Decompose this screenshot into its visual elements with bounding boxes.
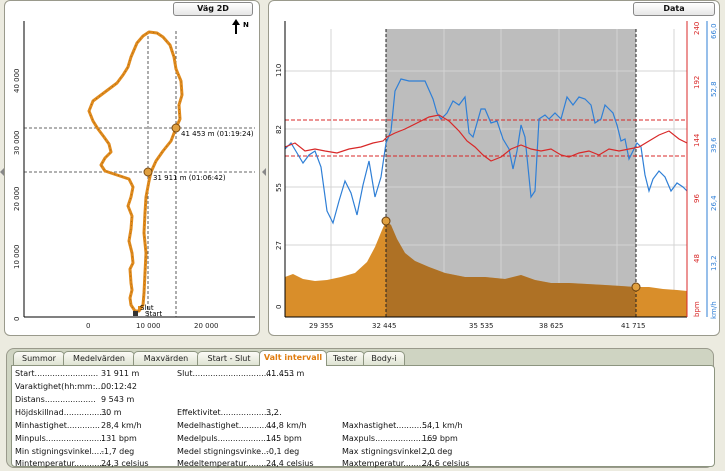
speed-tick: 52,8 [710, 81, 718, 97]
data-chart-panel: Data [268, 0, 720, 336]
distance-tick: 29 355 [309, 322, 334, 330]
heart-rate-series [284, 114, 688, 162]
slut-label: Slut [140, 304, 154, 312]
distance-tick: 41 715 [621, 322, 646, 330]
stat-mintemperatur: Mintemperatur.............. 24,3 celsius [15, 459, 149, 468]
elevation-tick: 55 [275, 183, 283, 192]
route-marker-start[interactable] [143, 167, 153, 177]
map-y-tick: 40 000 [13, 69, 21, 94]
speed-tick: 13,2 [710, 255, 718, 271]
stat-hojdskillnad: Höjdskillnad.................. 30 m [15, 408, 122, 417]
bpm-tick: 192 [693, 76, 701, 89]
map-x-tick: 0 [86, 322, 90, 330]
map-y-tick: 10 000 [13, 245, 21, 270]
bpm-tick: 48 [693, 254, 701, 263]
elevation-tick: 82 [275, 125, 283, 134]
data-panel-title: Data [633, 2, 715, 16]
speed-tick: 26,4 [710, 195, 718, 211]
stat-maxhastighet: Maxhastighet.............. 54,1 km/h [342, 421, 463, 430]
stats-panel: Start......................... 31 911 m … [11, 365, 715, 468]
route-map-panel: Väg 2D 40 000 30 000 20 000 10 000 0 0 1… [4, 0, 260, 336]
route-marker-end-label: 41 453 m (01:19:24) [181, 130, 254, 138]
chart-marker-start[interactable] [381, 216, 391, 226]
route-marker-start-label: 31 911 m (01:06:42) [153, 174, 226, 182]
map-y-tick: 20 000 [13, 187, 21, 212]
tab-valt-intervall[interactable]: Valt intervall [259, 350, 327, 366]
data-chart[interactable]: 110 82 55 27 0 240 192 144 96 48 bpm 66,… [269, 1, 721, 337]
stat-maxpuls: Maxpuls........................ 169 bpm [342, 434, 458, 443]
tab-body-i[interactable]: Body-i [363, 351, 405, 365]
stat-minhastighet: Minhastighet............. 28,4 km/h [15, 421, 142, 430]
tab-medelvarden[interactable]: Medelvärden [63, 351, 135, 365]
route-map[interactable]: 40 000 30 000 20 000 10 000 0 0 10 000 2… [5, 1, 261, 337]
stat-slut: Slut....................................… [177, 369, 305, 378]
stat-effektivitet: Effektivitet........................ 3,2 [177, 408, 282, 417]
stat-medelpuls: Medelpuls........................ 145 bp… [177, 434, 302, 443]
elevation-tick: 110 [275, 64, 283, 77]
distance-tick: 32 445 [372, 322, 397, 330]
stat-min-stigningsvinkel: Min stigningsvinkel..... -1,7 deg [15, 447, 135, 456]
start-flag-icon [133, 311, 138, 316]
bpm-tick: 240 [693, 22, 701, 35]
stat-medelhastighet: Medelhastighet.............. 44,8 km/h [177, 421, 307, 430]
stat-maxtemperatur: Maxtemperatur............ 24,6 celsius [342, 459, 470, 468]
stat-start: Start......................... 31 911 m [15, 369, 140, 378]
elevation-tick: 27 [275, 241, 283, 250]
tab-start-slut[interactable]: Start - Slut [197, 351, 261, 365]
stat-distans: Distans.................... 9 543 m [15, 395, 135, 404]
map-x-tick: 10 000 [136, 322, 161, 330]
stat-medel-stigningsvinkel: Medel stigningsvinke... -0,1 deg [177, 447, 300, 456]
route-marker-end[interactable] [171, 123, 181, 133]
left-collapse-arrow-icon[interactable] [0, 168, 4, 176]
middle-collapse-arrow-icon[interactable] [262, 168, 266, 176]
bpm-tick: 144 [693, 133, 701, 147]
bpm-tick: 96 [693, 194, 701, 203]
north-label: N [243, 21, 249, 29]
map-x-tick: 20 000 [194, 322, 219, 330]
speed-tick: 39,6 [710, 137, 718, 153]
tab-summor[interactable]: Summor [13, 351, 65, 365]
map-y-tick: 0 [13, 317, 21, 321]
map-panel-title: Väg 2D [173, 2, 253, 16]
elevation-tick: 0 [275, 305, 283, 309]
speed-unit-label: km/h [710, 301, 718, 319]
stat-varaktighet: Varaktighet(hh:mm:... 00:12:42 [15, 382, 137, 391]
start-label: Start [145, 310, 162, 318]
bpm-unit-label: bpm [693, 301, 701, 317]
speed-tick: 66,0 [710, 23, 718, 39]
map-y-tick: 30 000 [13, 131, 21, 156]
stats-tab-container: Summor Medelvärden Maxvärden Start - Slu… [6, 348, 715, 468]
distance-tick: 35 535 [469, 322, 494, 330]
distance-tick: 38 625 [539, 322, 564, 330]
stat-max-stigningsvinkel: Max stigningsvinkel...... 2,0 deg [342, 447, 453, 456]
chart-marker-end[interactable] [631, 282, 641, 292]
stat-minpuls: Minpuls....................... 131 bpm [15, 434, 137, 443]
route-path [87, 30, 184, 313]
tab-maxvarden[interactable]: Maxvärden [133, 351, 199, 365]
tab-tester[interactable]: Tester [325, 351, 365, 365]
stat-medeltemperatur: Medeltemperatur............ 24,4 celsius [177, 459, 314, 468]
